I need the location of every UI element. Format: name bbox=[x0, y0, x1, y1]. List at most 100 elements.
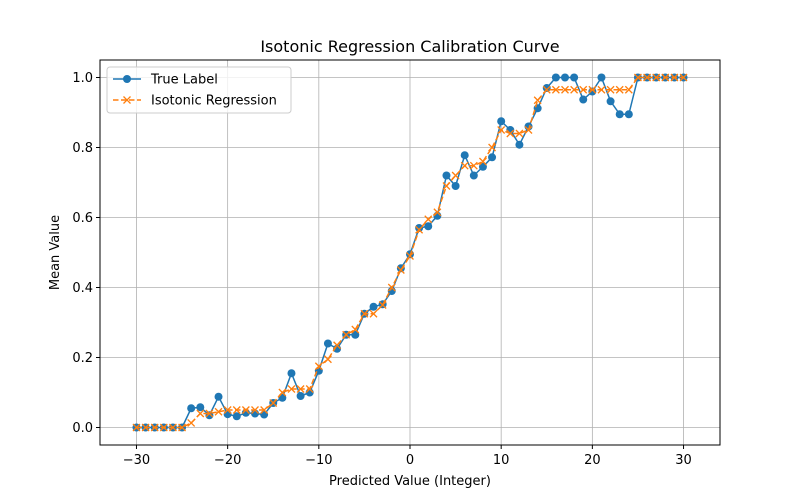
data-point bbox=[542, 84, 551, 92]
data-point bbox=[533, 96, 542, 105]
y-tick-label: 0.0 bbox=[72, 421, 93, 436]
data-point bbox=[542, 85, 551, 94]
data-point bbox=[378, 301, 387, 309]
data-point bbox=[342, 330, 351, 339]
data-point bbox=[187, 404, 196, 413]
data-point bbox=[232, 406, 241, 414]
data-point bbox=[269, 399, 278, 407]
data-point bbox=[406, 252, 414, 260]
data-point bbox=[469, 171, 478, 180]
data-point bbox=[615, 110, 624, 119]
series-layer bbox=[132, 73, 688, 432]
data-point bbox=[251, 406, 259, 414]
data-point bbox=[369, 302, 378, 311]
y-tick-label: 0.2 bbox=[72, 351, 93, 366]
data-point bbox=[643, 73, 652, 82]
x-tick-label: 20 bbox=[584, 453, 601, 468]
data-point bbox=[287, 369, 296, 378]
data-point bbox=[469, 161, 478, 170]
x-axis-label: Predicted Value (Integer) bbox=[329, 474, 491, 489]
data-point bbox=[232, 412, 241, 421]
data-point bbox=[633, 73, 642, 82]
data-point bbox=[333, 341, 342, 350]
ticks: −30 −20 −10 0 10 20 30 0.0 0.2 0.4 0.6 0.8 1.0 bbox=[72, 71, 691, 468]
data-point bbox=[214, 407, 223, 416]
data-point bbox=[323, 339, 332, 348]
data-point bbox=[159, 423, 168, 432]
data-point bbox=[196, 409, 205, 418]
data-point bbox=[351, 325, 360, 334]
data-point bbox=[624, 110, 633, 119]
data-point bbox=[460, 161, 469, 170]
data-point bbox=[278, 388, 287, 397]
data-point bbox=[570, 73, 579, 82]
chart-title: Isotonic Regression Calibration Curve bbox=[260, 37, 559, 56]
data-point bbox=[624, 85, 633, 94]
data-point bbox=[579, 85, 588, 94]
data-point bbox=[561, 85, 569, 94]
data-point bbox=[488, 143, 497, 152]
data-point bbox=[168, 423, 177, 432]
data-point bbox=[178, 423, 187, 432]
y-tick-label: 0.6 bbox=[72, 211, 93, 226]
data-point bbox=[351, 330, 360, 339]
data-point bbox=[451, 182, 460, 190]
data-point bbox=[241, 408, 250, 417]
data-point bbox=[652, 73, 661, 82]
y-tick-label: 1.0 bbox=[72, 71, 93, 86]
x-tick-label: 10 bbox=[493, 453, 510, 468]
data-point bbox=[515, 140, 524, 149]
x-tick-label: −30 bbox=[123, 453, 150, 468]
x-tick-label: −10 bbox=[305, 453, 332, 468]
data-point bbox=[588, 87, 597, 96]
y-tick-label: 0.8 bbox=[72, 141, 93, 156]
legend-label: True Label bbox=[150, 73, 218, 88]
data-point bbox=[260, 406, 269, 414]
series-1 bbox=[132, 73, 688, 432]
data-point bbox=[305, 385, 314, 393]
data-point bbox=[661, 73, 670, 82]
legend-box bbox=[106, 66, 292, 114]
data-point bbox=[132, 423, 141, 432]
data-point bbox=[433, 208, 442, 217]
legend-entry: Isotonic Regression bbox=[113, 94, 277, 109]
x-tick-label: 30 bbox=[675, 453, 692, 468]
data-point bbox=[460, 151, 469, 160]
data-point bbox=[597, 85, 606, 94]
data-point bbox=[670, 73, 679, 82]
data-point bbox=[451, 171, 460, 180]
x-tick-label: −20 bbox=[214, 453, 241, 468]
data-point bbox=[223, 410, 232, 419]
data-point bbox=[561, 73, 569, 82]
data-point bbox=[488, 153, 497, 162]
data-point bbox=[515, 129, 524, 138]
data-point bbox=[296, 385, 305, 393]
data-point bbox=[606, 85, 615, 94]
data-point bbox=[141, 423, 150, 432]
y-tick-label: 0.4 bbox=[72, 281, 93, 296]
data-point bbox=[424, 222, 433, 231]
data-point bbox=[241, 406, 250, 414]
data-point bbox=[615, 85, 624, 94]
grid bbox=[100, 60, 720, 445]
data-point bbox=[223, 406, 232, 414]
data-point bbox=[369, 309, 378, 318]
data-point bbox=[570, 85, 579, 94]
legend-marker bbox=[123, 96, 131, 104]
data-point bbox=[606, 97, 615, 106]
legend-label: Isotonic Regression bbox=[151, 94, 277, 109]
data-point bbox=[396, 266, 405, 274]
data-point bbox=[260, 410, 269, 419]
data-point bbox=[314, 362, 323, 371]
legend-entry: True Label bbox=[113, 73, 218, 88]
data-point bbox=[579, 95, 588, 104]
data-point bbox=[442, 171, 451, 180]
data-point bbox=[497, 126, 506, 134]
data-point bbox=[679, 73, 688, 82]
y-axis-label: Mean Value bbox=[48, 215, 63, 290]
data-point bbox=[287, 385, 296, 393]
legend: True Label Isotonic Regression bbox=[106, 66, 292, 114]
data-point bbox=[196, 403, 205, 412]
data-point bbox=[415, 224, 424, 232]
